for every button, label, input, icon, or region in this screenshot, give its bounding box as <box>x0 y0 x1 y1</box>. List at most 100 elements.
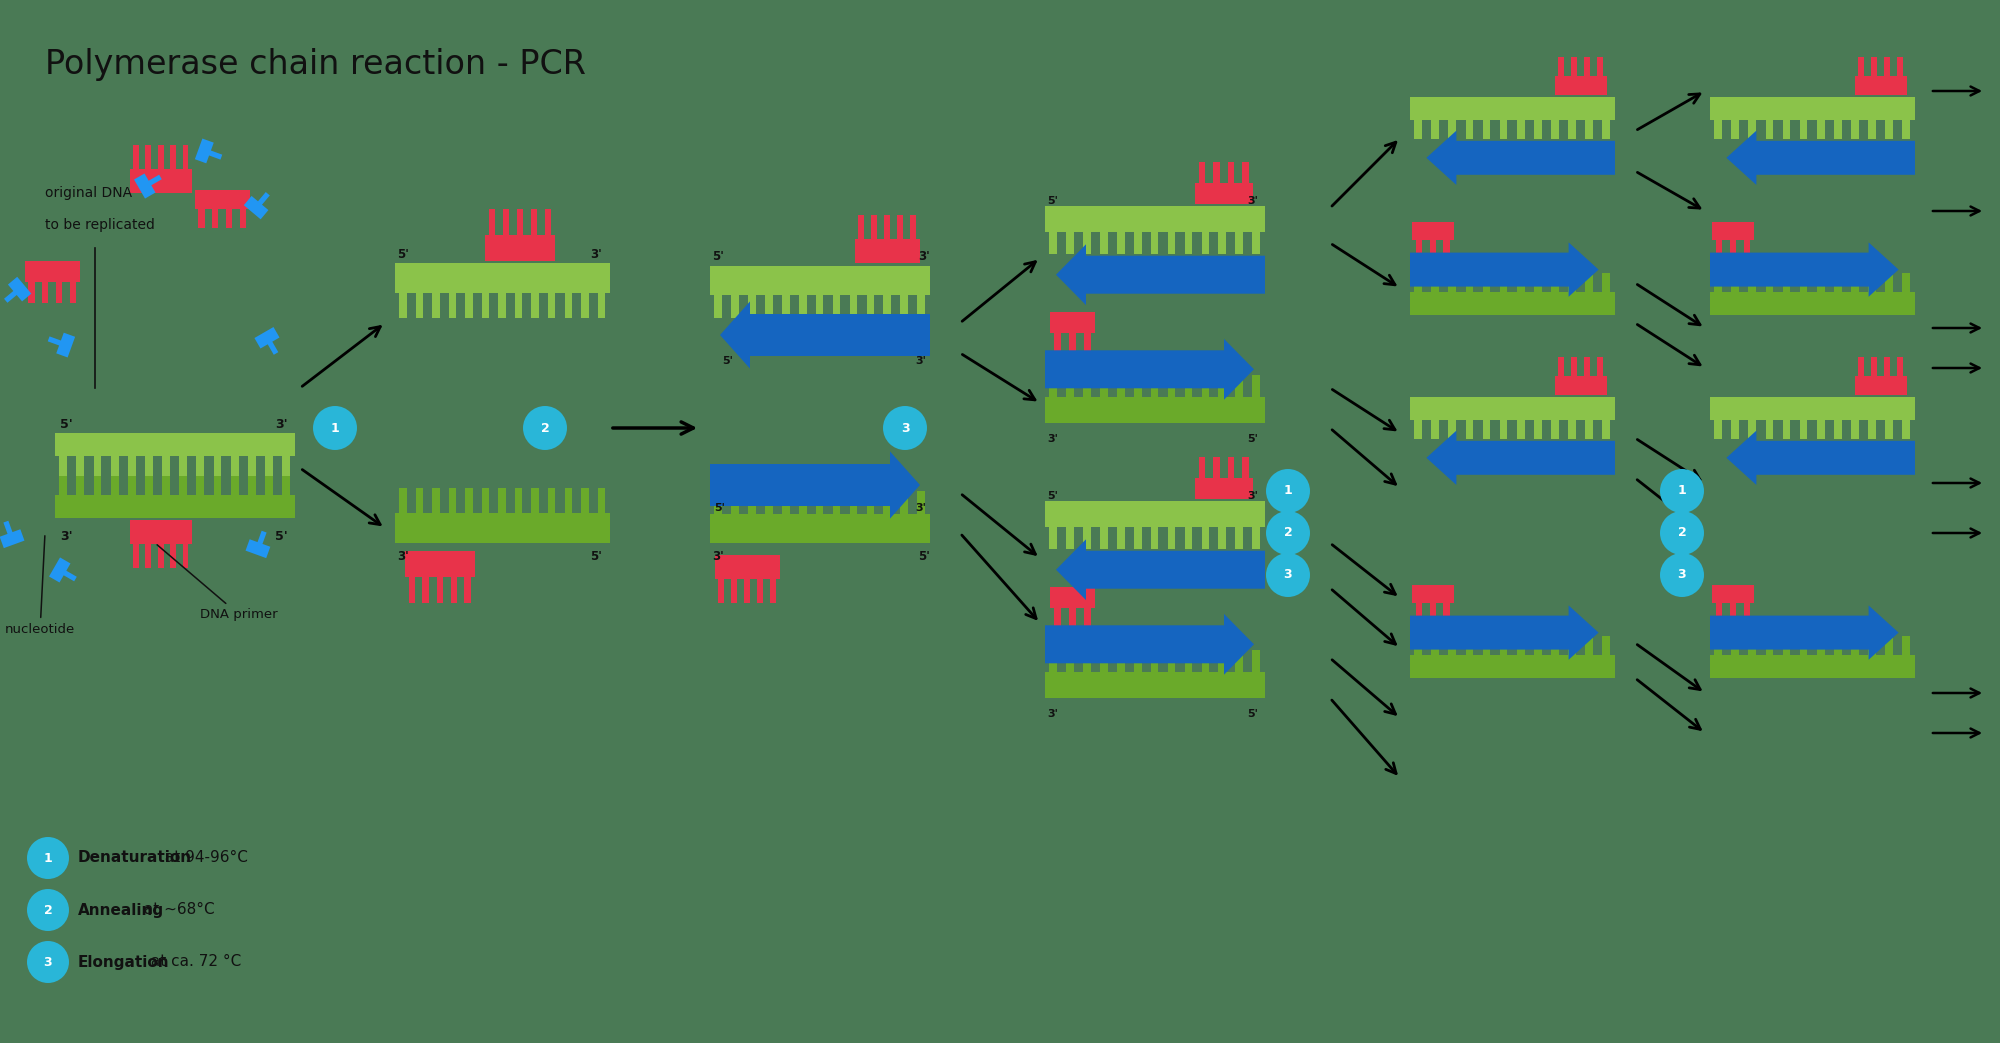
Bar <box>488 209 494 235</box>
Bar <box>110 457 118 476</box>
Bar <box>1252 527 1260 549</box>
Bar <box>1184 527 1192 549</box>
Bar <box>1858 357 1864 377</box>
Bar <box>226 209 232 228</box>
Bar <box>1448 636 1456 655</box>
Bar <box>866 491 874 514</box>
Text: 3': 3' <box>1248 196 1258 205</box>
Bar <box>1598 357 1604 377</box>
Text: 5': 5' <box>722 356 732 366</box>
Bar <box>400 293 406 318</box>
Text: 5': 5' <box>1048 491 1058 501</box>
Bar <box>1084 650 1090 672</box>
Bar <box>1466 273 1474 292</box>
Bar <box>1748 120 1756 139</box>
Bar <box>146 476 152 494</box>
Text: 3': 3' <box>918 250 930 264</box>
Bar <box>514 293 522 318</box>
Text: 2: 2 <box>540 421 550 435</box>
Circle shape <box>1660 553 1704 597</box>
Bar <box>1100 650 1108 672</box>
Bar <box>180 476 188 494</box>
Bar <box>1466 420 1474 439</box>
Bar <box>1482 636 1490 655</box>
Bar <box>94 457 102 476</box>
Bar <box>170 145 176 169</box>
Bar <box>1584 357 1590 377</box>
Bar <box>162 457 170 476</box>
Bar <box>1184 233 1192 253</box>
Bar <box>582 488 588 513</box>
Bar <box>1834 636 1842 655</box>
Polygon shape <box>134 173 162 198</box>
Bar <box>248 457 256 476</box>
Bar <box>448 293 456 318</box>
Bar <box>1412 222 1454 240</box>
Bar <box>1066 375 1074 396</box>
Bar <box>1766 636 1774 655</box>
Bar <box>1800 120 1808 139</box>
Bar <box>1432 273 1440 292</box>
Bar <box>1782 120 1790 139</box>
FancyArrow shape <box>710 452 920 518</box>
Bar <box>230 476 238 494</box>
Bar <box>1834 273 1842 292</box>
Bar <box>1228 457 1234 478</box>
Bar <box>548 293 556 318</box>
Bar <box>1150 650 1158 672</box>
Bar <box>70 282 76 304</box>
Bar <box>196 457 204 476</box>
Polygon shape <box>194 139 222 164</box>
Bar <box>1558 357 1564 377</box>
Bar <box>1242 162 1248 183</box>
Text: 5': 5' <box>276 530 288 542</box>
Text: DNA primer: DNA primer <box>158 544 278 621</box>
Bar <box>400 488 406 513</box>
Bar <box>1550 636 1558 655</box>
Bar <box>1602 120 1610 139</box>
Bar <box>1252 375 1260 396</box>
Text: 1: 1 <box>1284 485 1292 498</box>
Bar <box>1414 273 1422 292</box>
FancyArrow shape <box>1726 431 1916 485</box>
Bar <box>910 215 916 239</box>
Bar <box>1448 420 1456 439</box>
Bar <box>1444 603 1450 621</box>
Bar <box>1782 420 1790 439</box>
Bar <box>240 209 246 228</box>
Bar <box>1712 585 1754 603</box>
Bar <box>1414 636 1422 655</box>
Bar <box>60 476 68 494</box>
Bar <box>498 488 506 513</box>
Bar <box>1432 420 1440 439</box>
Bar <box>1800 273 1808 292</box>
Bar <box>482 488 490 513</box>
Text: Denaturation: Denaturation <box>78 850 192 866</box>
Bar <box>1586 273 1592 292</box>
FancyArrow shape <box>1710 242 1898 297</box>
Bar <box>758 579 764 603</box>
Bar <box>1730 240 1736 258</box>
Bar <box>1236 233 1244 253</box>
Text: Polymerase chain reaction - PCR: Polymerase chain reaction - PCR <box>44 48 586 81</box>
Bar <box>1902 120 1910 139</box>
Bar <box>748 491 756 514</box>
Bar <box>748 294 756 318</box>
Text: 3': 3' <box>1048 709 1058 719</box>
Bar <box>582 293 588 318</box>
Bar <box>1500 636 1508 655</box>
Bar <box>1184 650 1192 672</box>
Bar <box>764 294 772 318</box>
Bar <box>1602 273 1610 292</box>
Bar <box>436 577 442 603</box>
Bar <box>884 294 892 318</box>
Bar <box>422 577 428 603</box>
Bar <box>448 488 456 513</box>
Bar <box>1586 120 1592 139</box>
Bar <box>1782 273 1790 292</box>
Bar <box>1868 120 1876 139</box>
Bar <box>1550 273 1558 292</box>
Bar <box>42 282 48 304</box>
Bar <box>1572 357 1578 377</box>
Bar <box>1116 650 1124 672</box>
